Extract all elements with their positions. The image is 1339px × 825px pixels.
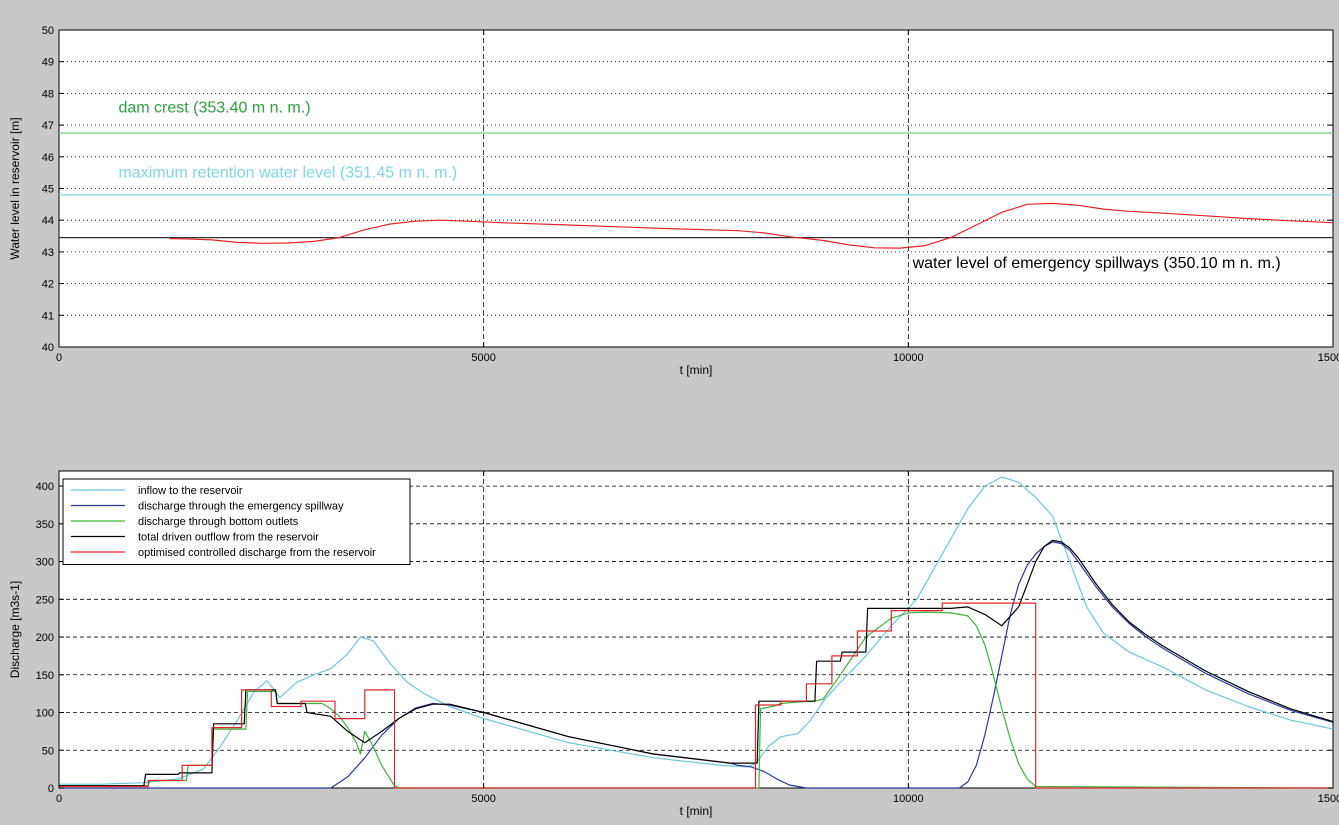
water-level-series: [169, 202, 1334, 249]
top-y-tick-label: 43: [42, 247, 54, 259]
total-driven-outflow-from-the-reservoir-line: [59, 539, 1334, 787]
top-x-tick-label: 15000: [1318, 352, 1339, 364]
bot-y-tick-label: 100: [36, 708, 54, 720]
discharge-ticks: 0 5000 10000 15000 0 50 100 150 200 250 300 350 400: [36, 471, 1339, 805]
reference-line-label-1: maximum retention water level (351.45 m …: [118, 164, 457, 181]
water-level-grid: [59, 30, 1333, 347]
top-x-tick-label: 0: [56, 352, 62, 364]
discharge-y-axis-label: Discharge [m3s-1]: [8, 581, 22, 678]
bot-x-tick-label: 0: [56, 793, 62, 805]
water-level-reference-lines: dam crest (353.40 m n. m.) maximum retent…: [59, 99, 1333, 272]
water-level-y-axis-label: Water level in reservoir [m]: [8, 117, 22, 259]
legend-label: total driven outflow from the reservoir: [138, 532, 319, 544]
discharge-through-the-emergency-spillway-line: [59, 541, 1334, 789]
water-level-ticks: 0 5000 10000 15000 40 41 42 43 44 45 46 47 48 49 50: [42, 25, 1339, 364]
top-y-tick-label: 44: [42, 215, 54, 227]
top-y-tick-label: 48: [42, 88, 54, 100]
top-y-tick-label: 49: [42, 57, 54, 69]
discharge-x-axis-label: t [min]: [680, 804, 713, 818]
legend-label: optimised controlled discharge from the …: [138, 547, 376, 559]
legend-label: discharge through bottom outlets: [138, 516, 299, 528]
bot-y-tick-label: 350: [36, 519, 54, 531]
top-x-tick-label: 5000: [471, 352, 495, 364]
reference-line-label-0: dam crest (353.40 m n. m.): [118, 99, 310, 116]
bot-y-tick-label: 50: [42, 745, 54, 757]
bot-x-tick-label: 5000: [471, 793, 495, 805]
bot-y-tick-label: 400: [36, 481, 54, 493]
bot-y-tick-label: 200: [36, 632, 54, 644]
optimised-controlled-discharge-from-the-reservoir-line: [59, 602, 1333, 789]
legend-label: discharge through the emergency spillway: [138, 501, 344, 513]
bot-y-tick-label: 150: [36, 670, 54, 682]
bot-y-tick-label: 250: [36, 594, 54, 606]
top-y-tick-label: 40: [42, 342, 54, 354]
top-y-tick-label: 45: [42, 184, 54, 196]
legend-box: [62, 478, 411, 565]
top-y-tick-label: 41: [42, 310, 54, 322]
top-y-tick-label: 47: [42, 120, 54, 132]
water-level-x-axis-label: t [min]: [680, 363, 713, 377]
top-y-tick-label: 42: [42, 279, 54, 291]
top-y-tick-label: 46: [42, 152, 54, 164]
water-level-chart: dam crest (353.40 m n. m.) maximum retent…: [8, 25, 1339, 377]
legend-label: inflow to the reservoir: [138, 485, 243, 497]
top-x-tick-label: 10000: [893, 352, 924, 364]
series-0-line: [169, 202, 1334, 249]
bot-y-tick-label: 300: [36, 557, 54, 569]
discharge-legend: inflow to the reservoir discharge through…: [62, 478, 411, 565]
discharge-series: [59, 476, 1334, 789]
discharge-chart: 050001000015000050100150200250300350400 …: [8, 470, 1339, 818]
bot-y-tick-label: 0: [48, 783, 54, 795]
bot-x-tick-label: 15000: [1318, 793, 1339, 805]
top-y-tick-label: 50: [42, 25, 54, 37]
reference-line-label-2: water level of emergency spillways (350.…: [912, 255, 1281, 272]
bot-x-tick-label: 10000: [893, 793, 924, 805]
